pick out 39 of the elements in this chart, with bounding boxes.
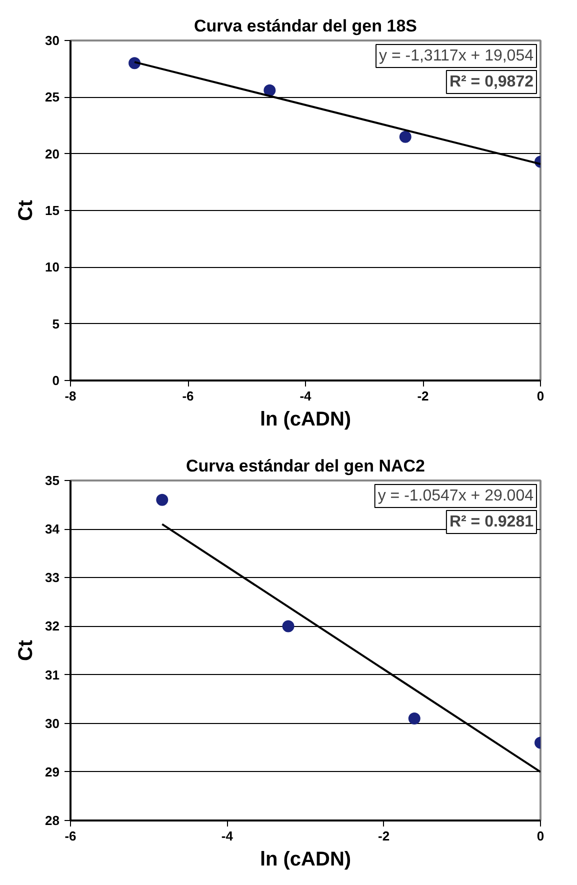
x-tick-label: -2	[378, 828, 390, 844]
annotation: y = -1.0547x + 29.004	[378, 488, 534, 504]
y-tick-label: 20	[45, 146, 60, 162]
x-tick-label: -6	[182, 388, 194, 404]
x-tick-label: -8	[64, 388, 76, 404]
y-tick-label: 29	[45, 764, 60, 780]
point	[264, 84, 276, 96]
x-tick-label: -4	[300, 388, 312, 404]
x-tick-label: -2	[417, 388, 429, 404]
y-tick-label: 28	[45, 813, 60, 828]
annotation: R² = 0.9281	[449, 514, 534, 530]
x-tick-label: -4	[221, 828, 234, 844]
y-tick-label: 15	[45, 203, 60, 218]
y-tick-label: 30	[45, 716, 60, 731]
y-tick-label: 30	[45, 33, 60, 48]
y-tick-label: 5	[52, 316, 60, 332]
annotation: y = -1,3117x + 19,054	[379, 48, 534, 64]
x-axis-title: ln (cADN)	[260, 408, 352, 430]
y-tick-label: 33	[45, 570, 60, 586]
y-tick-label: 10	[45, 260, 60, 275]
y-tick-label: 0	[52, 373, 60, 388]
annotation: R² = 0,9872	[449, 74, 534, 90]
y-tick-label: 32	[45, 618, 60, 634]
point	[282, 620, 294, 632]
point	[399, 130, 412, 143]
y-tick-label: 35	[45, 473, 60, 488]
x-tick-label: -6	[64, 828, 76, 844]
x-tick-label: 0	[536, 388, 544, 404]
x-tick-label: 0	[536, 828, 544, 844]
x-axis-title: ln (cADN)	[260, 848, 352, 870]
y-tick-label: 25	[45, 90, 60, 105]
y-axis-title: Ct	[15, 640, 38, 662]
chart-title: Curva estándar del gen NAC2	[186, 456, 426, 476]
y-tick-label: 34	[45, 522, 60, 537]
chart-title: Curva estándar del gen 18S	[194, 16, 417, 36]
point	[156, 494, 168, 506]
y-tick-label: 31	[45, 667, 60, 682]
y-axis-title: Ct	[15, 200, 38, 222]
point	[408, 712, 420, 724]
